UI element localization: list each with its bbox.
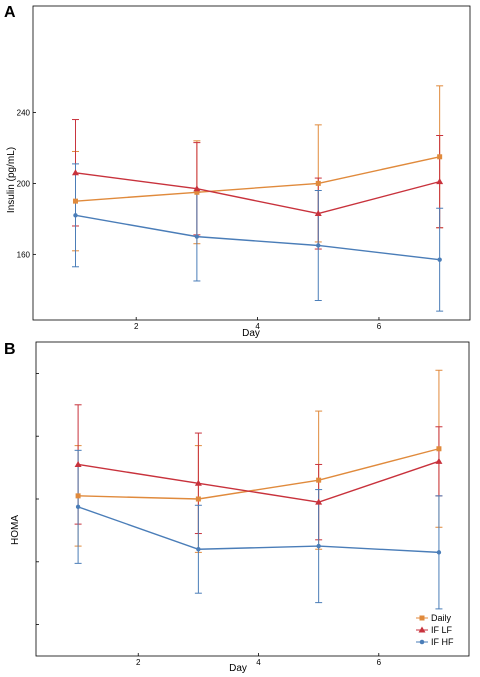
panel-b-if-hf-point <box>196 547 201 552</box>
panel-b-if-lf-line <box>77 460 440 503</box>
panel-a-if-hf-point <box>316 243 321 248</box>
panel-a-if-lf-line <box>75 172 440 215</box>
panel-a-daily-point <box>315 180 321 186</box>
panel-a-if-hf-line <box>75 214 440 261</box>
panel-a-y-tick-label: 200 <box>17 179 31 188</box>
panel-a-letter: A <box>4 4 16 21</box>
panel-a-if-lf-point <box>314 210 322 217</box>
panel-b-daily-point <box>75 493 81 499</box>
panel-b-if-hf-line <box>77 506 439 554</box>
panel-b-x-tick-label: 6 <box>377 658 382 667</box>
panel-a-x-tick-label: 2 <box>134 322 139 331</box>
legend-if-lf-marker <box>418 626 426 633</box>
panel-a-if-lf-point <box>71 169 79 176</box>
panel-a-plot-frame <box>32 5 471 321</box>
panel-b-x-tick-label: 4 <box>256 658 261 667</box>
panel-b-if-lf-point <box>74 460 82 467</box>
legend-if-hf-label: IF HF <box>431 637 454 647</box>
panel-b-letter: B <box>4 341 16 358</box>
panel-a-if-hf-point <box>73 213 78 218</box>
panel-b-y-axis-label: HOMA <box>10 515 21 545</box>
panel-b-if-hf-point <box>75 504 81 510</box>
panel-a-y-tick-label: 160 <box>17 250 31 259</box>
legend-daily-label: Daily <box>431 613 452 623</box>
panel-b-if-lf-point <box>315 498 323 505</box>
legend-item-daily: Daily <box>416 613 452 623</box>
panel-b-daily-point <box>316 477 322 483</box>
panel-b-x-tick-label: 2 <box>136 658 141 667</box>
panel-b-daily-point <box>436 446 442 452</box>
panel-b-if-hf-point <box>316 543 321 549</box>
legend-item-if-hf: IF HF <box>416 637 454 647</box>
panel-b-x-axis-label: Day <box>229 663 247 674</box>
panel-a-y-axis-label: Insulin (pg/mL) <box>6 147 17 213</box>
panel-a-if-hf-point <box>437 257 442 262</box>
panel-b-daily-line <box>78 448 440 500</box>
panel-a-daily-line <box>75 156 440 202</box>
legend-if-lf-label: IF LF <box>431 625 453 635</box>
panel-a-x-tick-label: 4 <box>255 322 260 331</box>
panel-a-if-hf-point <box>194 234 200 239</box>
panel-b: B 2 4 6 Day HOMA <box>4 341 470 674</box>
panel-a-daily-point <box>72 198 78 204</box>
legend: Daily IF LF IF HF <box>416 613 454 647</box>
panel-a-if-lf-point <box>193 185 201 192</box>
panel-a-y-tick-label: 240 <box>17 108 31 117</box>
panel-a-if-lf-point <box>436 178 444 185</box>
panel-b-if-lf-point <box>435 457 443 464</box>
legend-daily-marker <box>419 615 425 621</box>
panel-b-if-lf-point <box>194 479 202 486</box>
panel-a: A 2 4 6 160 200 240 Day Insulin (pg/mL) <box>4 4 471 339</box>
panel-b-if-hf-point <box>436 550 442 555</box>
legend-item-if-lf: IF LF <box>416 625 453 635</box>
panel-a-daily-point <box>437 154 443 160</box>
panel-a-daily-point <box>194 189 200 195</box>
panel-a-x-axis-label: Day <box>242 328 260 339</box>
panel-b-daily-point <box>195 496 201 502</box>
panel-a-x-tick-label: 6 <box>377 322 382 331</box>
legend-if-hf-marker <box>419 639 425 645</box>
